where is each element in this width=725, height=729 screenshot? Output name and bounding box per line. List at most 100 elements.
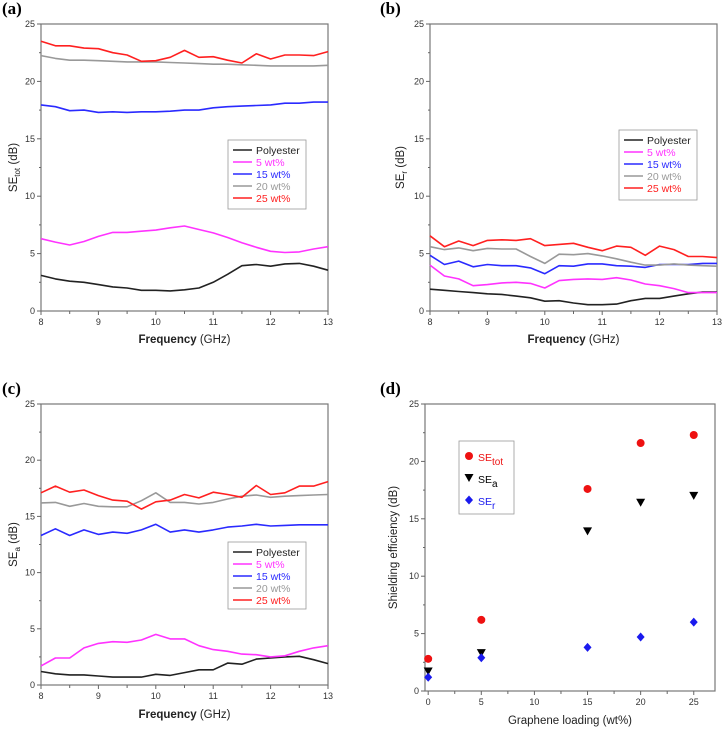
- legend-label: 25 wt%: [256, 595, 290, 607]
- legend-label-main: SE: [478, 474, 492, 486]
- series-25-wt--line: [429, 235, 718, 259]
- x-tick-label: 8: [38, 691, 43, 701]
- series-25-wt--line: [40, 40, 329, 64]
- series-sea-point: [476, 649, 486, 658]
- y-axis-title-sub: tot: [13, 167, 22, 177]
- panel-label: (a): [2, 0, 22, 18]
- y-tick-label: 5: [419, 249, 424, 259]
- x-axis-title-unit: (GHz): [200, 334, 231, 346]
- legend-label: 15 wt%: [256, 169, 290, 181]
- y-axis-title-sub: a: [13, 547, 22, 552]
- series-20-wt--line: [40, 54, 329, 67]
- panel-b: (b) 0 5 10 15 20 25 8 9 10 11 12 13 Frequency (GHz) SE…: [380, 0, 722, 346]
- y-axis-title: SEr (dB): [395, 146, 409, 189]
- y-tick-label: 25: [414, 19, 424, 29]
- legend-label: Polyester: [256, 547, 300, 559]
- x-tick-label: 11: [209, 317, 218, 327]
- series-5-wt--line: [40, 225, 329, 254]
- series-ser-point: [424, 672, 433, 682]
- series-ser-point: [689, 617, 698, 627]
- series-polyester-line: [40, 262, 329, 292]
- y-tick-label: 0: [419, 306, 424, 316]
- y-tick-label: 20: [25, 76, 35, 86]
- y-axis-title-main: SE: [8, 176, 20, 192]
- legend-label-main: SE: [478, 496, 492, 508]
- series-20-wt--line: [40, 491, 329, 508]
- y-axis-title-unit: (dB): [8, 143, 20, 168]
- legend-label: SEa: [478, 474, 498, 490]
- y-tick-label: 20: [25, 455, 35, 465]
- legend-label: SEr: [478, 496, 496, 512]
- series-polyester-line: [429, 288, 717, 306]
- series-polyester-line: [40, 655, 329, 678]
- legend-label: 15 wt%: [647, 159, 681, 171]
- x-tick-label: 13: [323, 317, 333, 327]
- y-axis-title-main: SE: [395, 173, 407, 189]
- series-setot-point: [636, 439, 645, 448]
- x-axis-title-unit: (wt%): [603, 715, 633, 727]
- legend-label: 15 wt%: [256, 571, 290, 583]
- panel-label: (b): [380, 0, 401, 18]
- y-axis-title-unit: (dB): [8, 522, 20, 547]
- y-tick-label: 25: [25, 19, 35, 29]
- x-axis-title: Frequency (GHz): [138, 709, 230, 721]
- x-axis-title-main: Frequency: [527, 334, 588, 346]
- y-axis-title-unit: (dB): [395, 146, 407, 171]
- legend-label: Polyester: [256, 145, 300, 157]
- legend-label-sub: r: [492, 501, 496, 512]
- y-tick-label: 5: [414, 629, 419, 639]
- legend-label-main: SE: [478, 452, 492, 464]
- y-tick-label: 10: [409, 571, 419, 581]
- y-tick-label: 5: [30, 249, 35, 259]
- legend-label: 25 wt%: [647, 183, 681, 195]
- x-tick-label: 8: [427, 317, 432, 327]
- y-tick-label: 25: [25, 399, 35, 409]
- x-tick-label: 10: [540, 317, 550, 327]
- series-ser-point: [477, 653, 486, 663]
- y-axis-title-main: Shielding efficiency: [388, 511, 400, 609]
- y-tick-label: 25: [409, 399, 419, 409]
- legend-label-sub: a: [492, 479, 498, 490]
- y-tick-label: 0: [30, 680, 35, 690]
- y-tick-label: 5: [30, 624, 35, 634]
- legend-label: 5 wt%: [256, 559, 285, 571]
- x-axis-title-unit: (GHz): [200, 709, 231, 721]
- x-tick-label: 9: [96, 317, 101, 327]
- x-tick-label: 25: [689, 697, 699, 707]
- y-tick-label: 20: [409, 456, 419, 466]
- y-tick-label: 15: [409, 514, 419, 524]
- legend-label: 20 wt%: [256, 583, 290, 595]
- y-axis-title: SEtot (dB): [8, 143, 22, 192]
- series-5-wt--line: [40, 633, 329, 667]
- series-15-wt--line: [40, 101, 328, 114]
- legend-marker: [464, 474, 474, 482]
- y-tick-label: 10: [25, 191, 35, 201]
- panel-d: (d) 0 5 10 15 20 25 0 5 10 15 20 25 Graphene loading …: [380, 379, 716, 727]
- series-15-wt--line: [40, 523, 328, 537]
- x-tick-label: 10: [529, 697, 539, 707]
- series-setot-point: [477, 615, 486, 624]
- y-tick-label: 20: [414, 76, 424, 86]
- x-axis-title: Frequency (GHz): [527, 334, 619, 346]
- y-axis-title: Shielding efficiency (dB): [388, 486, 400, 609]
- x-tick-label: 5: [479, 697, 484, 707]
- legend-marker: [465, 452, 473, 460]
- series-setot-point: [689, 430, 698, 439]
- y-tick-label: 15: [414, 134, 424, 144]
- x-axis-title-main: Graphene loading: [508, 715, 603, 727]
- legend-label-sub: tot: [492, 457, 503, 468]
- legend-label: 20 wt%: [647, 171, 681, 183]
- legend-label: 20 wt%: [256, 181, 290, 193]
- series-25-wt--line: [40, 480, 329, 510]
- x-tick-label: 12: [655, 317, 665, 327]
- x-tick-label: 13: [323, 691, 333, 701]
- legend-label: 5 wt%: [256, 157, 285, 169]
- legend-marker: [465, 495, 473, 505]
- x-axis-title: Graphene loading (wt%): [508, 715, 632, 727]
- x-tick-label: 15: [583, 697, 593, 707]
